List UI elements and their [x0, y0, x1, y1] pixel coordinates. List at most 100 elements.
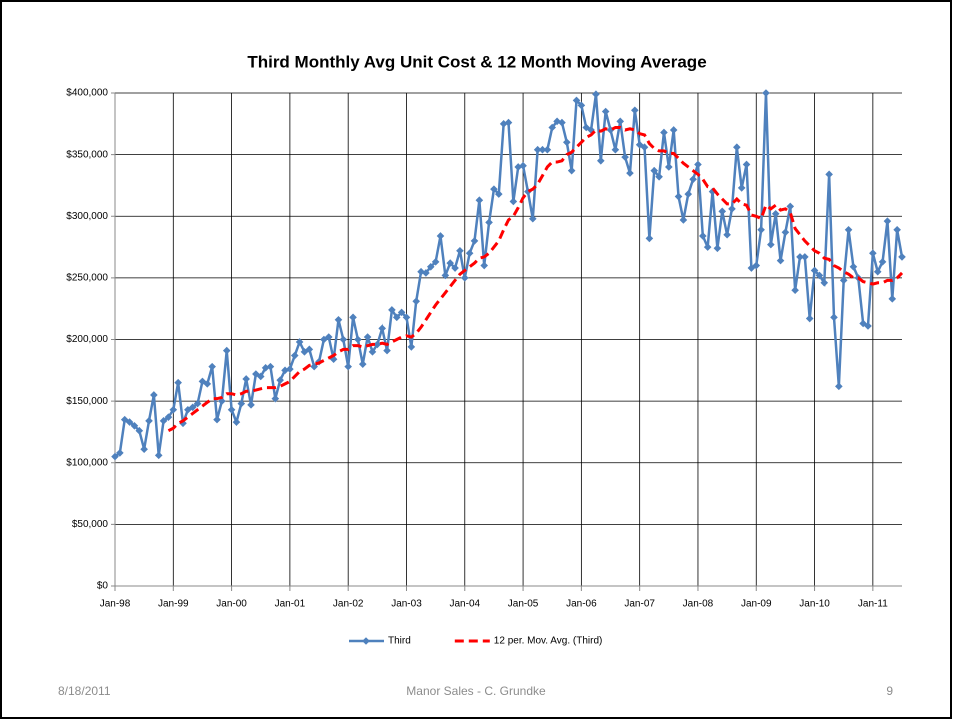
data-point — [271, 394, 280, 403]
data-point — [514, 163, 523, 171]
data-point — [723, 230, 731, 239]
data-point — [733, 143, 741, 152]
data-point — [626, 169, 634, 177]
data-point — [426, 262, 435, 271]
data-point — [820, 279, 829, 287]
data-point — [592, 90, 600, 99]
data-point — [752, 261, 761, 270]
data-point — [577, 101, 586, 110]
data-point — [120, 415, 129, 424]
data-point — [597, 156, 605, 165]
data-point — [844, 226, 853, 234]
data-point — [130, 421, 139, 430]
data-point — [878, 258, 887, 266]
data-point — [480, 261, 489, 270]
data-point — [281, 366, 289, 375]
data-point — [203, 380, 212, 388]
data-point — [412, 297, 420, 306]
footer-center: Manor Sales - C. Grundke — [406, 684, 546, 698]
data-point — [742, 160, 751, 169]
data-point — [791, 286, 799, 294]
data-point — [528, 214, 537, 223]
data-point — [135, 426, 144, 435]
data-point — [232, 418, 241, 426]
data-point — [111, 452, 119, 461]
data-point — [150, 391, 158, 399]
data-point — [218, 397, 226, 405]
data-point — [237, 399, 246, 408]
data-point — [446, 259, 455, 267]
data-point — [295, 338, 304, 346]
data-point — [256, 372, 265, 381]
data-point — [320, 335, 328, 344]
data-point — [397, 308, 406, 317]
data-point — [193, 399, 202, 408]
data-point — [354, 335, 362, 344]
x-tick-label: Jan-02 — [333, 599, 364, 610]
data-point — [616, 117, 625, 126]
data-point — [504, 118, 513, 127]
x-tick-label: Jan-10 — [799, 599, 830, 610]
data-point — [728, 205, 736, 213]
data-point — [456, 246, 464, 255]
data-point — [757, 226, 765, 234]
data-point — [572, 96, 581, 105]
data-point — [169, 405, 178, 414]
data-point — [494, 190, 503, 198]
data-point — [334, 315, 343, 324]
data-point — [718, 207, 727, 216]
data-point — [276, 376, 284, 384]
data-point — [587, 126, 595, 134]
data-point — [222, 346, 231, 355]
data-point — [650, 166, 659, 175]
data-point — [116, 449, 124, 457]
data-point — [699, 232, 707, 240]
y-tick-label: $200,000 — [66, 334, 108, 345]
data-point — [849, 262, 858, 271]
series-line — [167, 126, 904, 433]
y-tick-label: $350,000 — [66, 149, 108, 160]
data-point — [490, 185, 498, 193]
data-point — [747, 264, 756, 272]
data-point — [402, 313, 411, 322]
data-point — [383, 346, 391, 355]
y-tick-label: $100,000 — [66, 457, 108, 468]
data-point — [485, 218, 493, 227]
data-point — [363, 333, 372, 341]
data-point — [631, 106, 639, 115]
data-point — [864, 322, 872, 330]
x-tick-label: Jan-98 — [100, 599, 131, 610]
x-tick-label: Jan-09 — [741, 599, 772, 610]
data-point — [261, 364, 270, 372]
data-point — [329, 355, 338, 364]
data-point — [669, 126, 678, 134]
data-point — [888, 295, 897, 303]
data-point — [533, 145, 542, 154]
data-point — [145, 417, 153, 425]
footer-date: 8/18/2011 — [58, 684, 111, 698]
data-point — [538, 145, 547, 154]
data-point — [198, 377, 207, 386]
data-point — [805, 314, 814, 323]
data-point — [689, 175, 697, 184]
x-tick-label: Jan-03 — [391, 599, 422, 610]
data-point — [164, 413, 173, 421]
data-point — [422, 269, 430, 277]
data-point — [674, 192, 683, 201]
data-point — [358, 360, 367, 368]
data-point — [227, 405, 236, 414]
data-point — [242, 375, 250, 383]
data-point — [606, 126, 615, 134]
data-point — [839, 276, 848, 285]
x-tick-label: Jan-99 — [158, 599, 189, 610]
data-point — [796, 253, 804, 261]
data-point — [441, 271, 450, 280]
x-tick-label: Jan-07 — [624, 599, 655, 610]
data-point — [601, 107, 610, 116]
y-tick-label: $250,000 — [66, 273, 108, 284]
data-point — [436, 232, 445, 240]
data-point — [509, 197, 518, 206]
data-point — [417, 267, 425, 276]
